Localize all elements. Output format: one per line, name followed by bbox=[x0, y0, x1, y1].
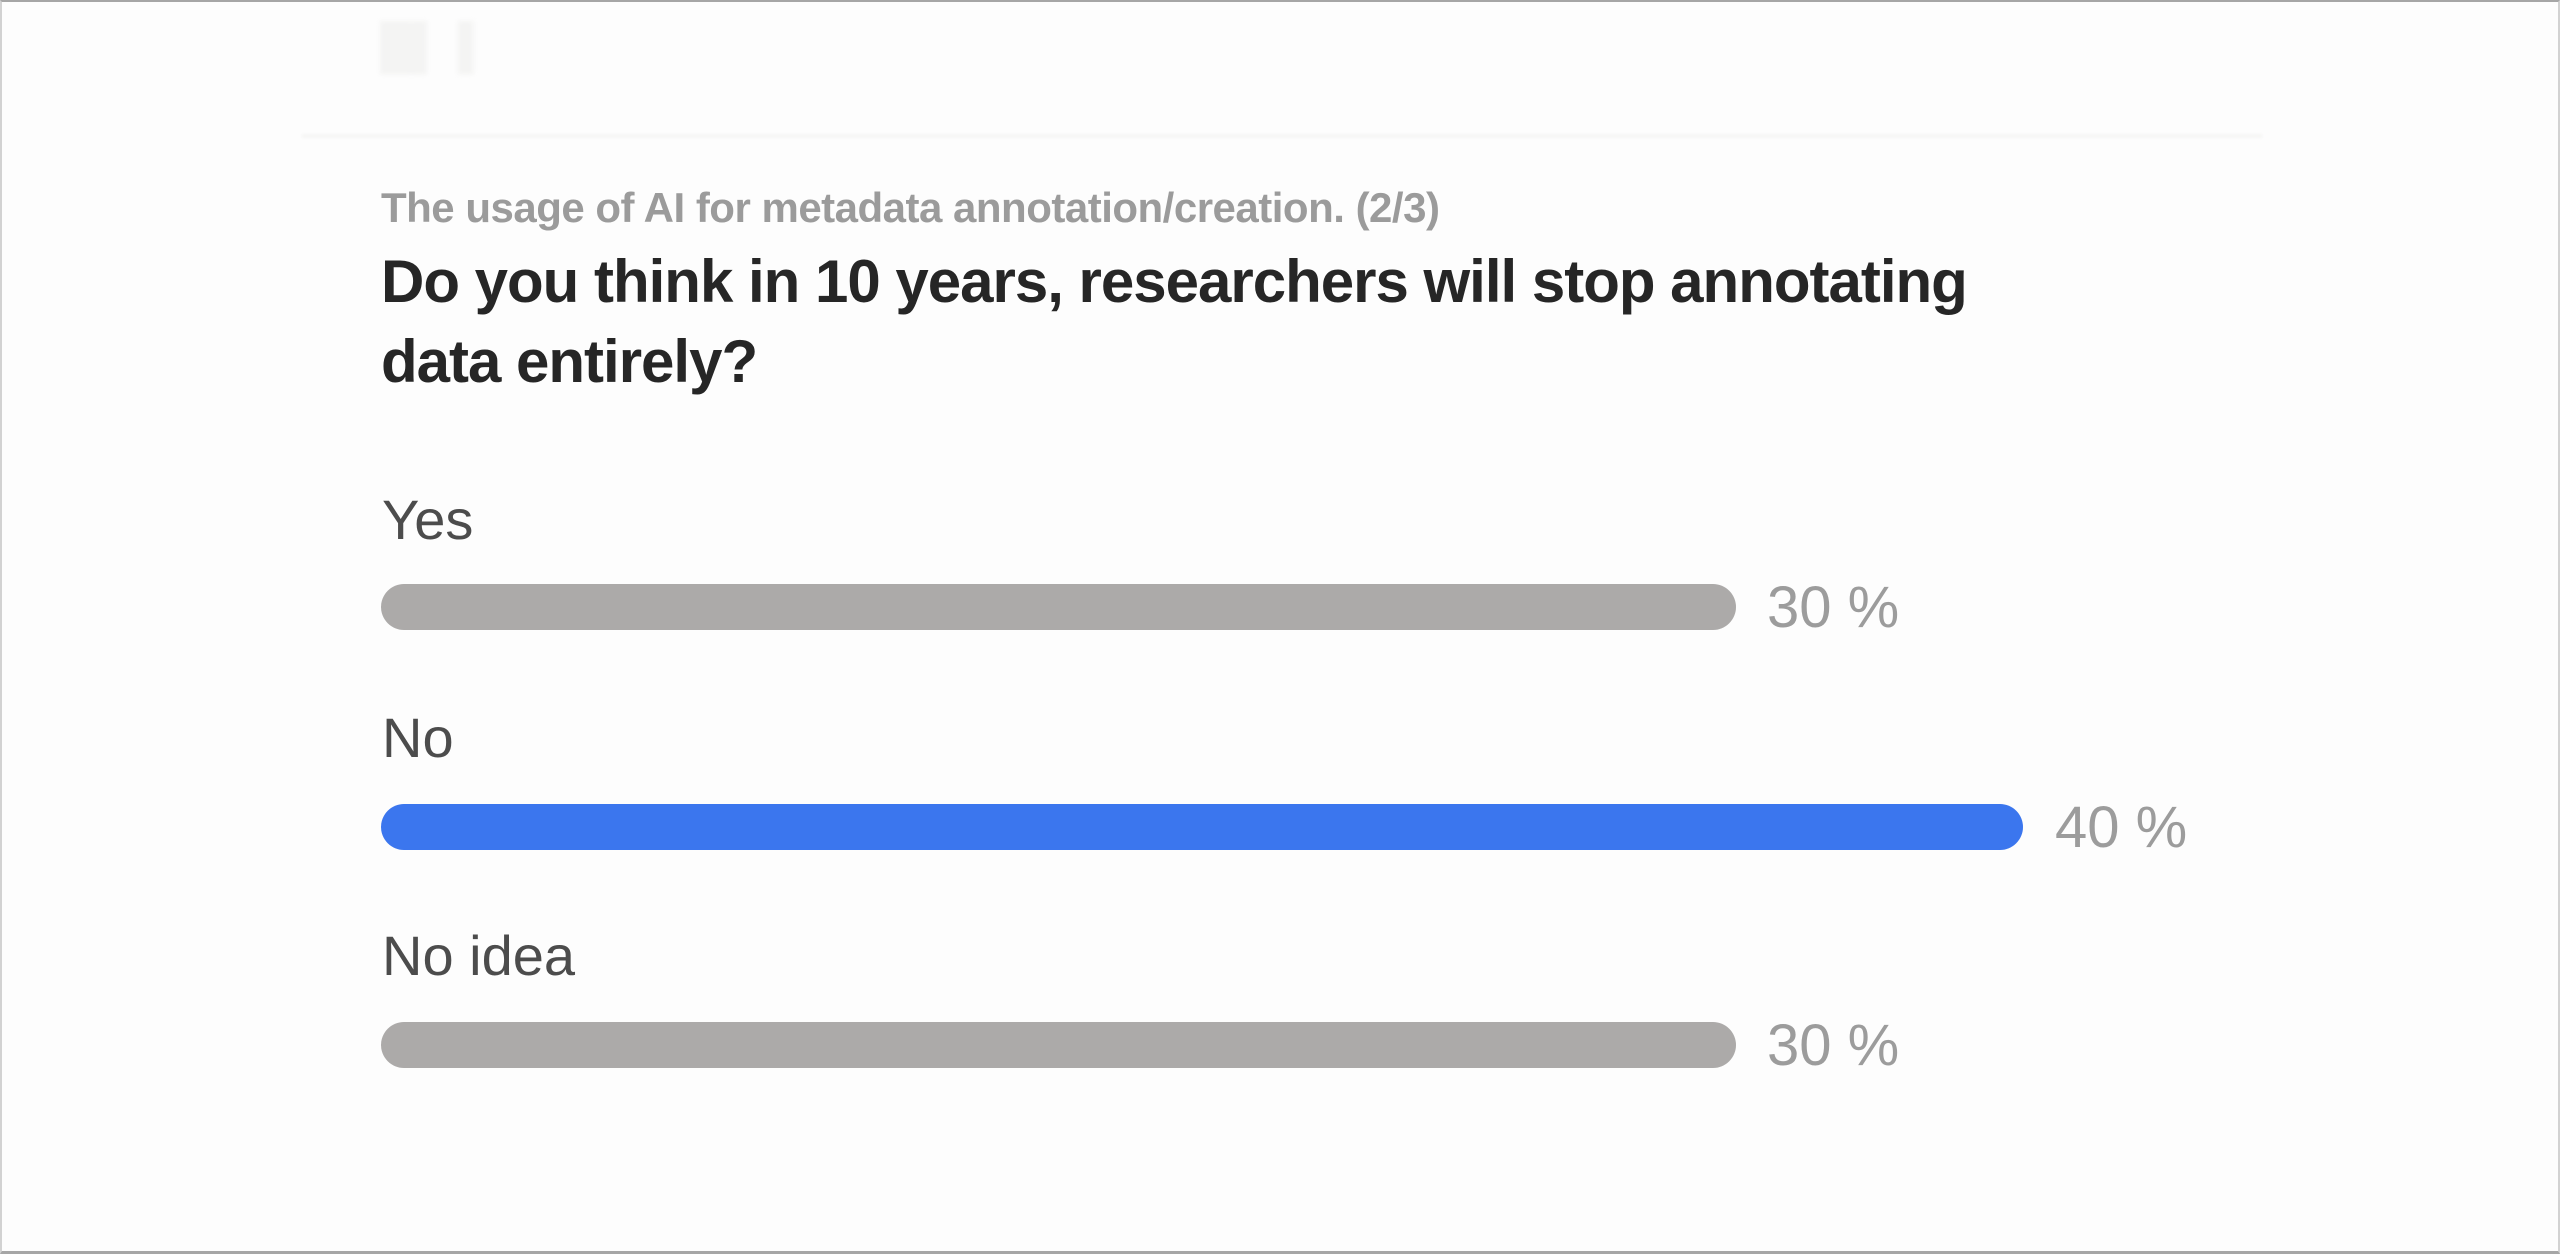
result-bar-yes bbox=[381, 584, 1736, 630]
result-bar-no-idea bbox=[381, 1022, 1736, 1068]
faint-watermark: █▌▐ bbox=[380, 22, 474, 71]
question-title: Do you think in 10 years, researchers wi… bbox=[381, 248, 1968, 395]
percent-label-no-idea: 30 % bbox=[1767, 1013, 1900, 1078]
percent-label-no: 40 % bbox=[2055, 795, 2188, 860]
faint-header-divider bbox=[302, 134, 2262, 138]
option-label-yes: Yes bbox=[382, 488, 474, 551]
option-label-no: No bbox=[382, 706, 454, 769]
question-kicker: The usage of AI for metadata annotation/… bbox=[381, 184, 1440, 231]
option-label-no-idea: No idea bbox=[382, 924, 576, 987]
result-bar-no bbox=[381, 804, 2023, 850]
percent-label-yes: 30 % bbox=[1767, 575, 1900, 640]
